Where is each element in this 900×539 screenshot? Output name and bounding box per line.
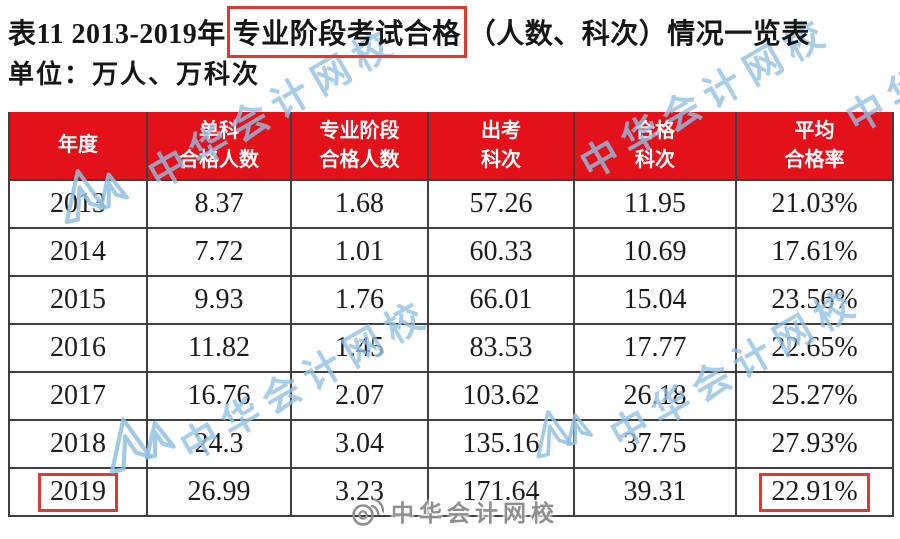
value-cell: 24.3: [146, 419, 292, 469]
value-cell: 26.18: [573, 371, 737, 421]
value-cell: 26.99: [146, 467, 292, 517]
header-line: 合格人数: [179, 148, 259, 171]
year-value: 2019: [50, 475, 106, 507]
value-cell: 103.62: [427, 371, 575, 421]
value-cell: 171.64: [427, 467, 575, 517]
unit-label: 单位：万人、万科次: [8, 60, 261, 89]
stats-table: 年度 单科合格人数 专业阶段合格人数 出考科次 合格科次 平均合格率 2013 …: [8, 112, 894, 517]
year-cell: 2014: [8, 227, 148, 277]
value-cell: 21.03%: [735, 179, 894, 229]
value-cell: 17.77: [573, 323, 737, 373]
value-cell: 15.04: [573, 275, 737, 325]
table-row: 2013 8.37 1.68 57.26 11.95 21.03%: [8, 179, 894, 229]
header-line: 科次: [481, 148, 521, 171]
value-cell: 17.61%: [735, 227, 894, 277]
table-row: 2018 24.3 3.04 135.16 37.75 27.93%: [8, 419, 894, 469]
weibo-eye-icon: [352, 498, 384, 526]
table-row: 2015 9.93 1.76 66.01 15.04 23.56%: [8, 275, 894, 325]
value-cell: 25.27%: [735, 371, 894, 421]
header-line: 专业阶段: [319, 119, 400, 142]
value-cell: 27.93%: [735, 419, 894, 469]
title-suffix: （人数、科次）情况一览表: [467, 19, 810, 50]
rate-value: 22.91%: [771, 475, 858, 507]
year-cell: 2013: [8, 179, 148, 229]
table-row: 2017 16.76 2.07 103.62 26.18 25.27%: [8, 371, 894, 421]
header-row: 年度 单科合格人数 专业阶段合格人数 出考科次 合格科次 平均合格率: [8, 112, 894, 181]
header-cell-year: 年度: [8, 112, 148, 181]
value-cell: 60.33: [427, 227, 575, 277]
value-cell: 1.01: [290, 227, 429, 277]
value-cell: 22.65%: [735, 323, 894, 373]
value-cell: 22.91%: [735, 467, 894, 517]
header-line: 合格人数: [319, 148, 400, 171]
value-cell: 10.69: [573, 227, 737, 277]
header-cell-avg-rate: 平均 合格率: [735, 112, 894, 181]
year-cell: 2018: [8, 419, 148, 469]
title-highlight-box: 专业阶段考试合格: [226, 6, 467, 58]
header-line: 合格率: [784, 148, 845, 171]
value-cell: 11.82: [146, 323, 292, 373]
header-line: 年度: [58, 134, 98, 156]
value-cell: 1.76: [290, 275, 429, 325]
title-highlight-text: 专业阶段考试合格: [232, 19, 461, 50]
highlight-box-rate: 22.91%: [759, 472, 870, 512]
value-cell: 1.68: [290, 179, 429, 229]
table-row: 2016 11.82 1.45 83.53 17.77 22.65%: [8, 323, 894, 373]
year-cell: 2015: [8, 275, 148, 325]
table-row: 2014 7.72 1.01 60.33 10.69 17.61%: [8, 227, 894, 277]
header-cell-stage-pass: 专业阶段 合格人数: [290, 112, 429, 181]
value-cell: 1.45: [290, 323, 429, 373]
title-prefix: 表11 2013-2019年: [8, 19, 226, 50]
value-cell: 2.07: [290, 371, 429, 421]
weibo-watermark-text: 中华会计网校: [391, 501, 559, 526]
value-cell: 11.95: [573, 179, 737, 229]
value-cell: 135.16: [427, 419, 575, 469]
value-cell: 39.31: [573, 467, 737, 517]
value-cell: 9.93: [146, 275, 292, 325]
page-title: 表11 2013-2019年 专业阶段考试合格 （人数、科次）情况一览表: [8, 6, 810, 58]
value-cell: 8.37: [146, 179, 292, 229]
header-line: 平均: [794, 119, 835, 142]
year-cell: 2019: [8, 467, 148, 517]
value-cell: 66.01: [427, 275, 575, 325]
value-cell: 23.56%: [735, 275, 894, 325]
value-cell: 83.53: [427, 323, 575, 373]
value-cell: 3.04: [290, 419, 429, 469]
value-cell: 37.75: [573, 419, 737, 469]
value-cell: 16.76: [146, 371, 292, 421]
header-cell-passed: 合格 科次: [573, 112, 737, 181]
value-cell: 57.26: [427, 179, 575, 229]
header-line: 合格: [635, 119, 675, 142]
value-cell: 7.72: [146, 227, 292, 277]
header-cell-single-pass: 单科 合格人数: [146, 112, 292, 181]
header-cell-attended: 出考 科次: [427, 112, 575, 181]
year-cell: 2017: [8, 371, 148, 421]
year-cell: 2016: [8, 323, 148, 373]
weibo-watermark: 中华会计网校: [350, 494, 559, 528]
header-line: 科次: [635, 148, 675, 171]
header-line: 单科: [199, 119, 239, 142]
header-line: 出考: [481, 119, 521, 142]
highlight-box-2019: 2019: [38, 472, 118, 512]
